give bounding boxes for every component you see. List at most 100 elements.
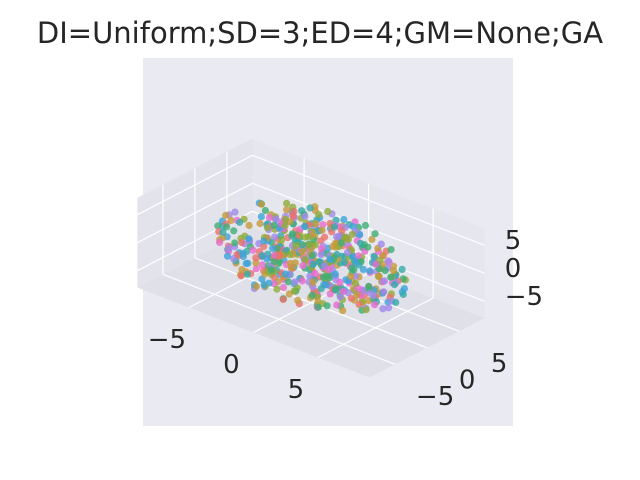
data-point — [333, 301, 341, 309]
data-point — [315, 211, 323, 219]
data-point — [380, 277, 389, 285]
data-point — [298, 240, 306, 249]
data-point — [354, 252, 362, 260]
data-point — [278, 236, 286, 244]
data-point — [229, 255, 238, 263]
data-point — [339, 307, 347, 315]
data-point — [400, 285, 408, 293]
data-point — [236, 218, 244, 226]
data-point — [339, 287, 347, 296]
z-tick-label: −5 — [505, 282, 543, 312]
grid-line-z-left — [137, 182, 253, 244]
data-point — [298, 248, 306, 256]
data-point — [279, 295, 287, 303]
y-tick-label: 5 — [491, 349, 508, 379]
grid-line-y-floor — [194, 257, 428, 349]
data-point — [368, 235, 376, 243]
data-point — [252, 265, 260, 273]
data-point — [359, 265, 367, 273]
data-point — [291, 278, 299, 286]
data-point — [260, 237, 268, 245]
data-point — [300, 222, 309, 231]
data-point — [389, 267, 398, 275]
data-point — [361, 221, 370, 230]
data-point — [392, 298, 400, 306]
data-point — [330, 223, 338, 231]
data-point — [231, 239, 239, 247]
data-point — [237, 272, 245, 280]
data-point — [298, 277, 306, 285]
data-point — [222, 211, 230, 219]
y-tick-label: 0 — [459, 365, 476, 395]
data-point — [309, 283, 317, 291]
data-point — [279, 283, 288, 292]
data-point — [283, 206, 291, 214]
data-point — [269, 244, 277, 252]
grid-line-z-back — [252, 182, 485, 274]
data-point — [336, 278, 344, 286]
data-point — [319, 273, 327, 281]
grid-line-z-left — [137, 154, 253, 216]
data-point — [377, 240, 385, 248]
data-point — [308, 251, 316, 259]
data-point — [355, 300, 363, 308]
data-point — [374, 272, 382, 281]
data-point — [257, 213, 265, 221]
data-point — [353, 291, 361, 299]
data-point — [219, 228, 227, 236]
data-point — [231, 208, 239, 216]
data-point — [332, 285, 340, 293]
data-point — [287, 264, 295, 272]
z-tick-label: 5 — [505, 226, 522, 256]
data-point — [299, 262, 307, 270]
tick-labels: −505 −505−505 — [148, 226, 543, 412]
data-point — [372, 260, 380, 268]
data-point — [238, 266, 246, 274]
data-point — [364, 243, 372, 251]
data-point — [347, 294, 355, 302]
data-point — [306, 204, 314, 212]
data-point — [258, 261, 267, 269]
grid-line-z-back — [252, 154, 485, 246]
data-point — [336, 293, 344, 301]
data-point — [331, 270, 339, 278]
x-tick-label: −5 — [148, 325, 186, 355]
data-point — [325, 274, 333, 282]
data-point — [398, 265, 406, 273]
data-point — [385, 304, 393, 312]
data-point — [317, 251, 325, 259]
data-point — [273, 285, 281, 293]
data-point — [245, 235, 253, 243]
data-point — [309, 278, 317, 286]
grid-line-x-floor — [317, 297, 434, 359]
data-point — [309, 260, 317, 268]
data-point — [381, 267, 389, 275]
data-point — [314, 303, 322, 311]
data-point — [271, 233, 279, 241]
data-point — [314, 298, 322, 306]
data-point — [252, 282, 260, 290]
data-point — [311, 270, 319, 278]
data-point — [380, 288, 388, 296]
data-point — [291, 259, 299, 267]
data-point — [315, 258, 323, 266]
data-point — [283, 199, 291, 207]
data-point — [399, 290, 407, 299]
data-point — [261, 206, 269, 215]
data-point — [344, 235, 352, 243]
data-point — [390, 281, 399, 289]
data-point — [347, 272, 355, 280]
data-point — [384, 257, 392, 265]
data-point — [275, 252, 284, 260]
data-point — [243, 270, 251, 278]
data-point — [270, 257, 278, 265]
data-point — [290, 287, 298, 295]
data-point — [356, 239, 365, 247]
data-point — [214, 222, 222, 230]
data-point — [223, 223, 231, 231]
data-point — [263, 255, 271, 263]
data-point — [326, 256, 334, 264]
data-point — [325, 265, 333, 273]
data-point — [270, 221, 278, 229]
data-point — [319, 221, 327, 229]
